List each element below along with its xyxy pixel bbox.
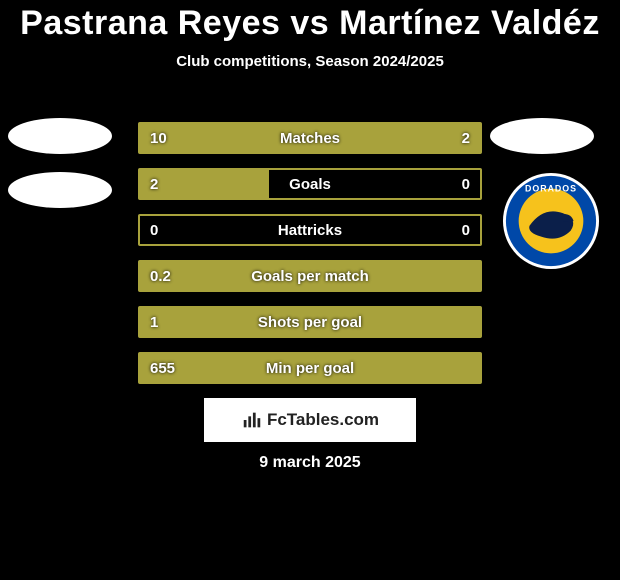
stat-row: 655Min per goal [138,352,482,384]
bar-chart-icon [241,409,263,431]
stat-row: 102Matches [138,122,482,154]
oval-placeholder [8,118,112,154]
page-title: Pastrana Reyes vs Martínez Valdéz [0,0,620,43]
stat-row: 20Goals [138,168,482,200]
stat-label: Hattricks [140,216,480,244]
stats-bars: 102Matches 20Goals 00Hattricks 0.2Goals per… [138,122,482,398]
brand-text: FcTables.com [267,410,379,430]
stat-row: 00Hattricks [138,214,482,246]
right-player-placeholder [490,118,590,172]
brand-watermark: FcTables.com [204,398,416,442]
subtitle: Club competitions, Season 2024/2025 [0,53,620,70]
date-label: 9 march 2025 [0,454,620,472]
oval-placeholder [490,118,594,154]
stat-label: Min per goal [140,354,480,382]
stat-row: 0.2Goals per match [138,260,482,292]
stat-row: 1Shots per goal [138,306,482,338]
stat-label: Goals per match [140,262,480,290]
stat-label: Matches [140,124,480,152]
left-player-placeholder [8,118,112,226]
badge-text: DORADOS [525,184,577,194]
team-badge-dorados: DORADOS [502,172,600,270]
oval-placeholder [8,172,112,208]
stat-label: Shots per goal [140,308,480,336]
stat-label: Goals [140,170,480,198]
